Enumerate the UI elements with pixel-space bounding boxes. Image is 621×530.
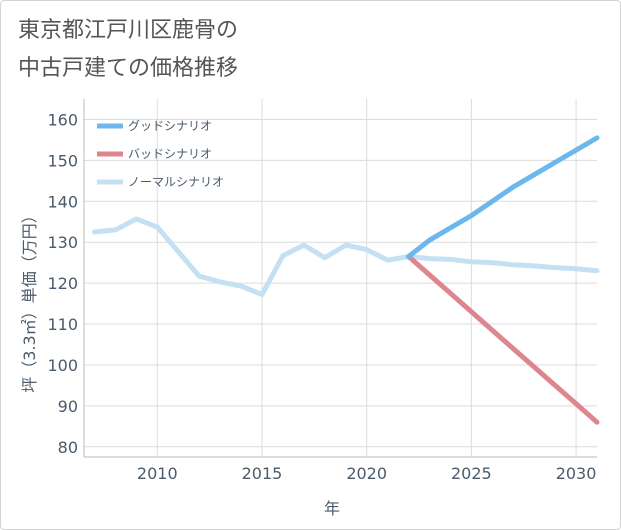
grid: [84, 99, 597, 457]
x-tick-label: 2030: [556, 464, 597, 483]
y-tick-label: 150: [47, 151, 78, 170]
legend-label: ノーマルシナリオ: [128, 175, 224, 189]
y-axis-title: 坪（3.3㎡）単価（万円）: [20, 207, 39, 392]
y-tick-label: 80: [58, 438, 78, 457]
chart-title-line-2: 中古戸建ての価格推移: [18, 56, 239, 81]
legend-label: バッドシナリオ: [128, 147, 212, 161]
chart-title: 東京都江戸川区鹿骨の 中古戸建ての価格推移: [18, 12, 238, 88]
series-lines: [92, 135, 600, 425]
chart-title-line-1: 東京都江戸川区鹿骨の: [18, 18, 239, 43]
x-tick-label: 2020: [346, 464, 387, 483]
y-tick-label: 120: [47, 274, 78, 293]
x-tick-label: 2010: [137, 464, 178, 483]
series-line-0: [406, 135, 600, 259]
y-tick-label: 130: [47, 233, 78, 252]
y-tick-label: 100: [47, 356, 78, 375]
y-tick-label: 140: [47, 192, 78, 211]
x-axis-title: 年: [324, 499, 340, 518]
x-tick-label: 2015: [242, 464, 283, 483]
y-tick-label: 160: [47, 110, 78, 129]
axes: 80 90 100 110 120 130 140 150 160 2010 2015 2020 202…: [47, 99, 597, 483]
x-tick-label: 2025: [451, 464, 492, 483]
y-tick-label: 90: [58, 397, 78, 416]
y-tick-label: 110: [47, 315, 78, 334]
legend-label: グッドシナリオ: [128, 119, 212, 133]
series-line-1: [406, 254, 600, 425]
series-line-2: [92, 216, 600, 298]
